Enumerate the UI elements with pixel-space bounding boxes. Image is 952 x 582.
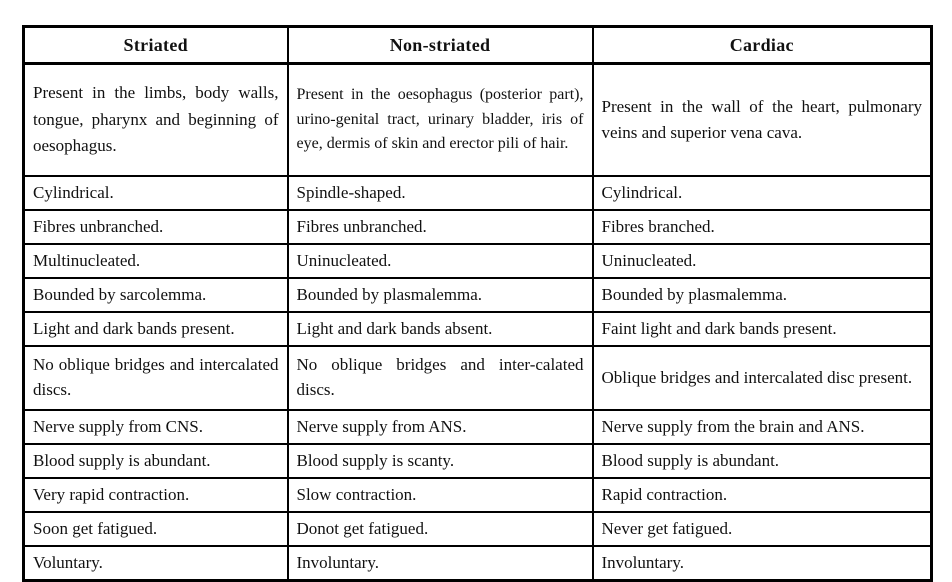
- table-cell: Present in the oesophagus (posterior par…: [286, 62, 594, 177]
- table-cell: Oblique bridges and intercalated disc pr…: [591, 345, 933, 411]
- table-cell: Soon get fatigued.: [22, 511, 289, 547]
- table-row-location: Present in the limbs, body walls, tongue…: [22, 62, 933, 177]
- table-cell: No oblique bridges and intercalated disc…: [22, 345, 289, 411]
- table-cell: Multinucleated.: [22, 243, 289, 279]
- table-row-control: Voluntary. Involuntary. Involuntary.: [22, 545, 933, 582]
- table-cell: Fibres branched.: [591, 209, 933, 245]
- muscle-comparison-table: Striated Non-striated Cardiac Present in…: [22, 25, 933, 582]
- table-cell: Nerve supply from the brain and ANS.: [591, 409, 933, 445]
- table-cell: Never get fatigued.: [591, 511, 933, 547]
- table-row-shape: Cylindrical. Spindle-shaped. Cylindrical…: [22, 175, 933, 211]
- table-cell: Nerve supply from ANS.: [286, 409, 594, 445]
- table-cell: Uninucleated.: [286, 243, 594, 279]
- table-cell: Bounded by plasmalemma.: [286, 277, 594, 313]
- table-row-contraction: Very rapid contraction. Slow contraction…: [22, 477, 933, 513]
- table-row-nuclei: Multinucleated. Uninucleated. Uninucleat…: [22, 243, 933, 279]
- table-cell: Fibres unbranched.: [286, 209, 594, 245]
- table-cell: Bounded by sarcolemma.: [22, 277, 289, 313]
- column-header-striated: Striated: [22, 25, 289, 65]
- table-cell: Involuntary.: [286, 545, 594, 582]
- table-cell: Slow contraction.: [286, 477, 594, 513]
- table-cell: Faint light and dark bands present.: [591, 311, 933, 347]
- table-cell: Blood supply is scanty.: [286, 443, 594, 479]
- table-header-row: Striated Non-striated Cardiac: [22, 25, 933, 65]
- table-row-fatigue: Soon get fatigued. Donot get fatigued. N…: [22, 511, 933, 547]
- table-cell: Cylindrical.: [22, 175, 289, 211]
- table-cell: Nerve supply from CNS.: [22, 409, 289, 445]
- table-cell: Rapid contraction.: [591, 477, 933, 513]
- table-cell: Involuntary.: [591, 545, 933, 582]
- table-cell: Present in the wall of the heart, pulmon…: [591, 62, 933, 177]
- table-cell: Present in the limbs, body walls, tongue…: [22, 62, 289, 177]
- table-row-bridges: No oblique bridges and intercalated disc…: [22, 345, 933, 411]
- table-row-membrane: Bounded by sarcolemma. Bounded by plasma…: [22, 277, 933, 313]
- document-page: Striated Non-striated Cardiac Present in…: [22, 25, 933, 582]
- table-cell: Fibres unbranched.: [22, 209, 289, 245]
- table-row-nerve-supply: Nerve supply from CNS. Nerve supply from…: [22, 409, 933, 445]
- table-cell: Light and dark bands present.: [22, 311, 289, 347]
- table-cell: Voluntary.: [22, 545, 289, 582]
- table-cell: Blood supply is abundant.: [591, 443, 933, 479]
- column-header-cardiac: Cardiac: [591, 25, 933, 65]
- table-row-fibres: Fibres unbranched. Fibres unbranched. Fi…: [22, 209, 933, 245]
- table-cell: Spindle-shaped.: [286, 175, 594, 211]
- table-row-bands: Light and dark bands present. Light and …: [22, 311, 933, 347]
- table-cell: Light and dark bands absent.: [286, 311, 594, 347]
- table-cell: Very rapid contraction.: [22, 477, 289, 513]
- column-header-non-striated: Non-striated: [286, 25, 594, 65]
- table-cell: Cylindrical.: [591, 175, 933, 211]
- table-cell: No oblique bridges and inter-calated dis…: [286, 345, 594, 411]
- table-row-blood-supply: Blood supply is abundant. Blood supply i…: [22, 443, 933, 479]
- table-cell: Uninucleated.: [591, 243, 933, 279]
- table-cell: Bounded by plasmalemma.: [591, 277, 933, 313]
- table-cell: Blood supply is abundant.: [22, 443, 289, 479]
- table-cell: Donot get fatigued.: [286, 511, 594, 547]
